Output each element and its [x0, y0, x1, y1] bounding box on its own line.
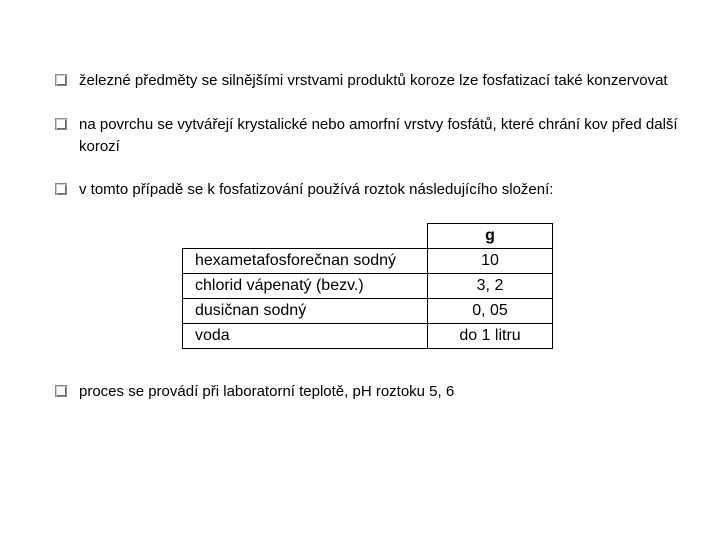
table-cell-name: dusičnan sodný [183, 299, 428, 324]
table-row: dusičnan sodný 0, 05 [183, 299, 553, 324]
table-cell-name: chlorid vápenatý (bezv.) [183, 274, 428, 299]
table-header-row: g [183, 224, 553, 249]
table-header-value: g [428, 224, 553, 249]
table-row: hexametafosforečnan sodný 10 [183, 249, 553, 274]
square-bullet-icon [55, 385, 67, 397]
bullet-item: proces se provádí při laboratorní teplot… [55, 381, 680, 403]
square-bullet-icon [55, 74, 67, 86]
bullet-text: na povrchu se vytvářejí krystalické nebo… [79, 114, 680, 158]
table-cell-value: 0, 05 [428, 299, 553, 324]
slide-content: železné předměty se silnějšími vrstvami … [0, 0, 720, 403]
table-cell-name: hexametafosforečnan sodný [183, 249, 428, 274]
bullet-text: železné předměty se silnějšími vrstvami … [79, 70, 680, 92]
table-cell-value: 10 [428, 249, 553, 274]
table-cell-name: voda [183, 324, 428, 349]
composition-table: g hexametafosforečnan sodný 10 chlorid v… [182, 223, 553, 349]
bullet-item: v tomto případě se k fosfatizování použí… [55, 179, 680, 201]
table-cell-value: do 1 litru [428, 324, 553, 349]
table-row: voda do 1 litru [183, 324, 553, 349]
bullet-text: proces se provádí při laboratorní teplot… [79, 381, 680, 403]
bullet-item: železné předměty se silnějšími vrstvami … [55, 70, 680, 92]
square-bullet-icon [55, 183, 67, 195]
composition-table-wrap: g hexametafosforečnan sodný 10 chlorid v… [55, 223, 680, 349]
table-row: chlorid vápenatý (bezv.) 3, 2 [183, 274, 553, 299]
table-cell-value: 3, 2 [428, 274, 553, 299]
bullet-item: na povrchu se vytvářejí krystalické nebo… [55, 114, 680, 158]
table-header-empty [183, 224, 428, 249]
bullet-text: v tomto případě se k fosfatizování použí… [79, 179, 680, 201]
square-bullet-icon [55, 118, 67, 130]
